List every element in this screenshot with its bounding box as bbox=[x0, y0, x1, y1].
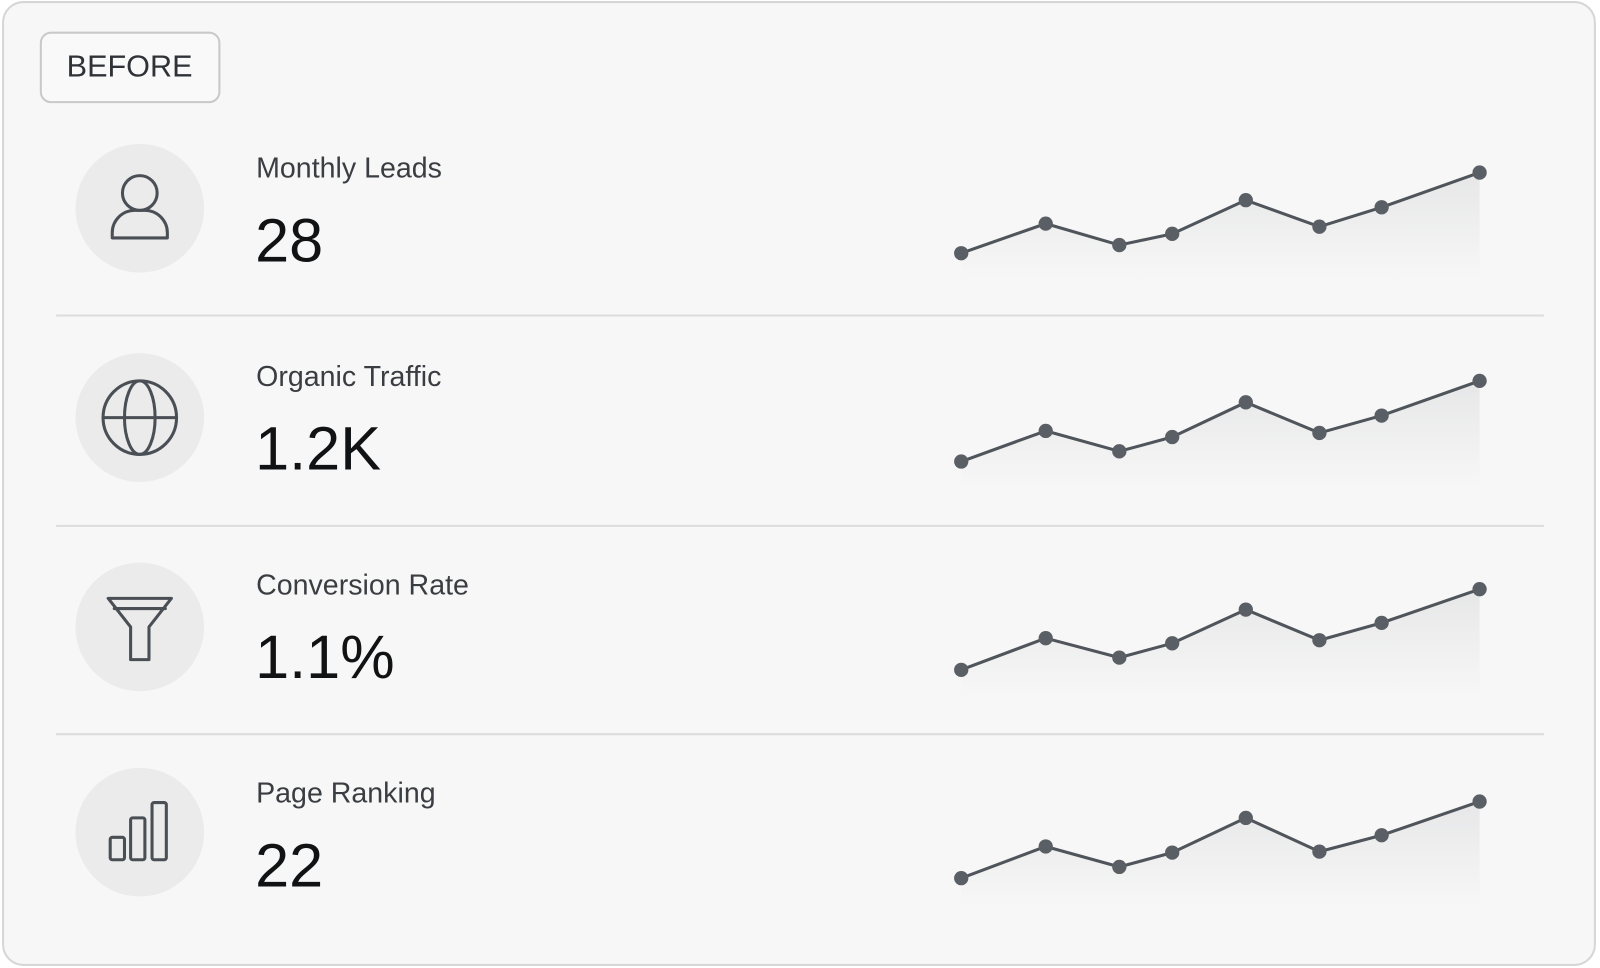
funnel-icon bbox=[106, 596, 173, 662]
sparkline-point bbox=[1038, 631, 1053, 646]
metric-label: Conversion Rate bbox=[256, 569, 469, 601]
metric-label: Page Ranking bbox=[256, 778, 435, 810]
sparkline-point bbox=[1165, 226, 1180, 241]
sparkline-area bbox=[961, 801, 1480, 906]
metric-value: 22 bbox=[255, 831, 323, 899]
sparkline-point bbox=[1238, 602, 1253, 617]
person-icon bbox=[110, 174, 169, 240]
badge[interactable] bbox=[39, 31, 221, 104]
sparkline-point bbox=[1038, 216, 1053, 231]
sparkline bbox=[960, 379, 1481, 463]
sparkline-point bbox=[954, 246, 969, 261]
sparkline-point bbox=[1374, 408, 1389, 423]
sparkline-point bbox=[1374, 828, 1389, 843]
metric-label: Organic Traffic bbox=[256, 361, 441, 393]
sparkline-point bbox=[1472, 165, 1487, 180]
sparkline-point bbox=[954, 662, 969, 677]
badge-text: BEFORE bbox=[67, 50, 193, 84]
sparkline-point bbox=[1112, 444, 1127, 459]
sparkline-point bbox=[1165, 636, 1180, 651]
sparkline-point bbox=[1112, 237, 1127, 253]
sparkline bbox=[960, 800, 1481, 880]
sparkline-point bbox=[1238, 810, 1253, 826]
sparkline-point bbox=[1112, 650, 1127, 665]
sparkline-point bbox=[1165, 845, 1180, 860]
sparkline-point bbox=[1472, 582, 1487, 597]
metric-value: 28 bbox=[255, 206, 323, 274]
sparkline-point bbox=[1312, 219, 1327, 234]
sparkline bbox=[960, 171, 1481, 255]
sparkline-point bbox=[1038, 423, 1053, 439]
sparkline-point bbox=[954, 454, 969, 469]
bars-icon bbox=[108, 801, 168, 862]
globe-icon bbox=[101, 379, 179, 456]
sparkline-point bbox=[1374, 615, 1389, 631]
icon-circle bbox=[75, 767, 205, 897]
metric-value: 1.1% bbox=[255, 623, 395, 691]
sparkline-point bbox=[1112, 859, 1127, 875]
sparkline-area bbox=[961, 589, 1480, 698]
sparkline-point bbox=[1238, 395, 1253, 410]
sparkline-point bbox=[1472, 373, 1487, 389]
metric-label: Monthly Leads bbox=[256, 153, 442, 185]
sparkline-area bbox=[961, 172, 1480, 281]
sparkline-point bbox=[1312, 425, 1327, 441]
metric-value: 1.2K bbox=[255, 415, 381, 483]
sparkline-point bbox=[954, 870, 969, 886]
sparkline-point bbox=[1038, 839, 1053, 854]
sparkline-point bbox=[1165, 429, 1180, 445]
sparkline-point bbox=[1472, 794, 1487, 809]
sparkline bbox=[960, 587, 1481, 672]
icon-circle bbox=[75, 562, 205, 692]
sparkline-point bbox=[1312, 633, 1327, 648]
sparkline-point bbox=[1312, 844, 1327, 859]
icon-circle bbox=[75, 143, 205, 273]
sparkline-point bbox=[1374, 200, 1389, 215]
sparkline-point bbox=[1238, 192, 1253, 208]
sparkline-area bbox=[961, 380, 1480, 490]
